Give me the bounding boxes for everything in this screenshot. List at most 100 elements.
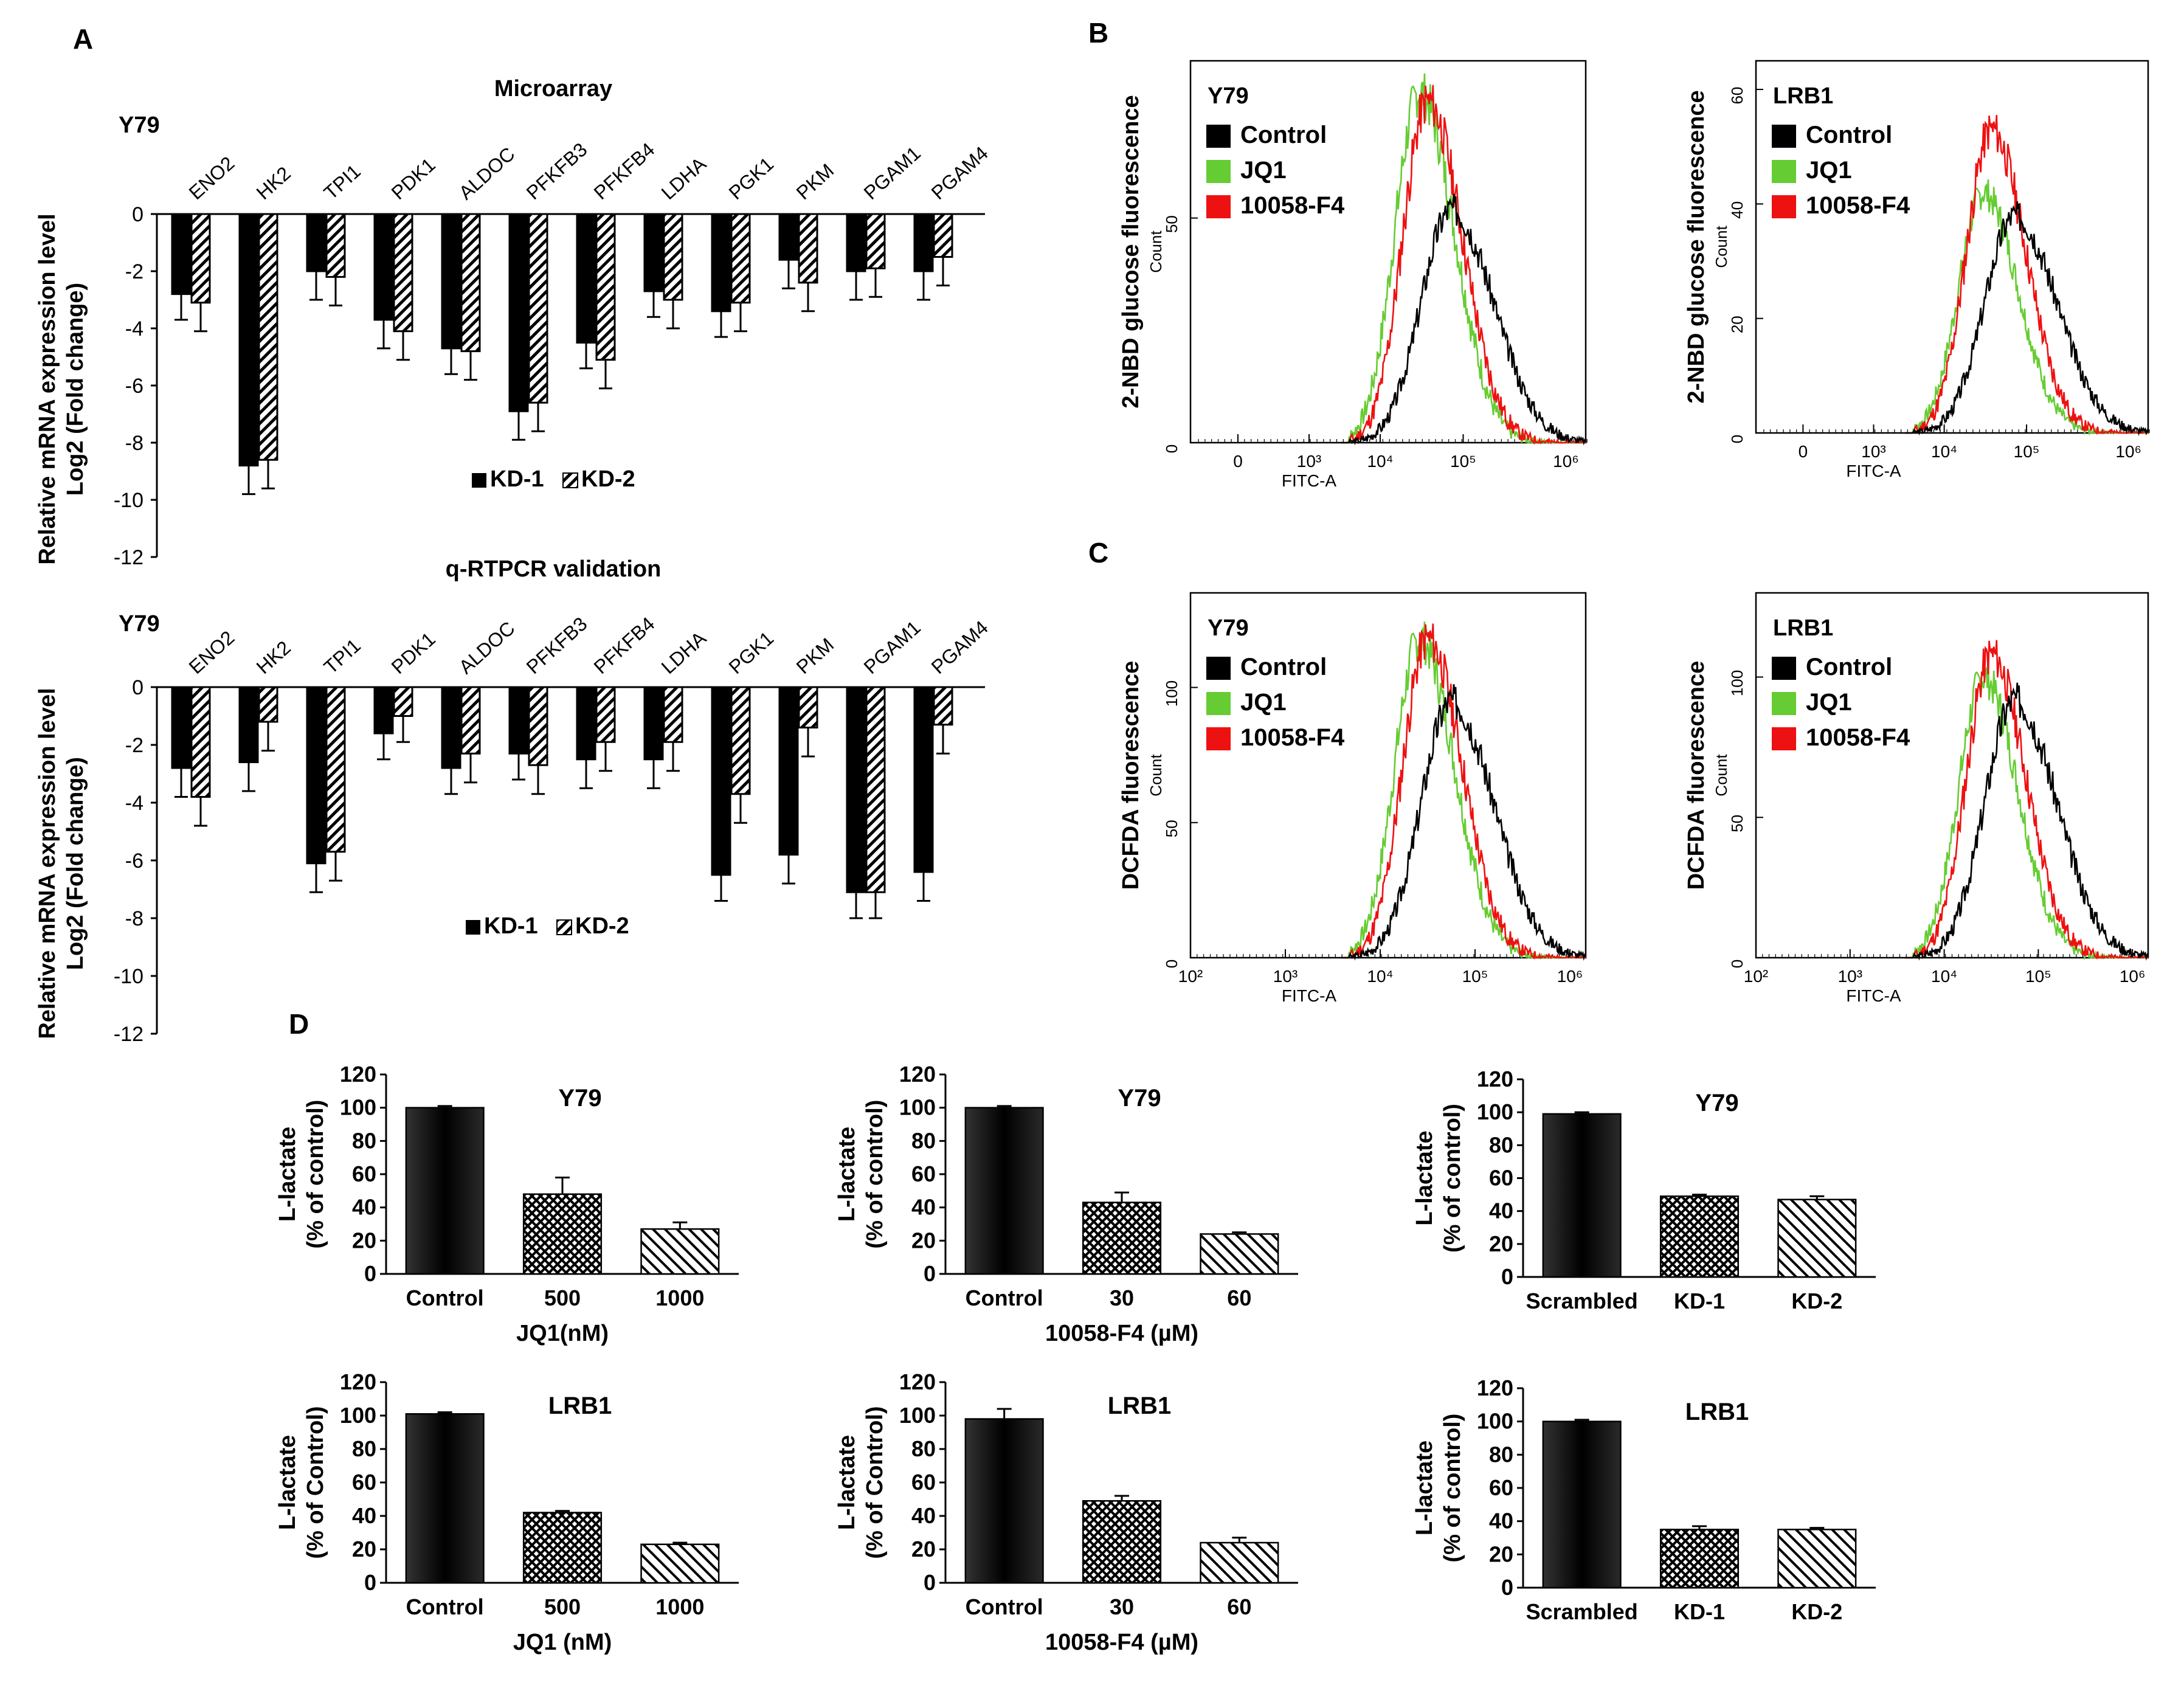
category-label: PFKFB4 [590,613,659,679]
y-tick-label: 100 [899,1403,936,1428]
bar-kd-2 [393,213,413,333]
legend-label: JQ1 [1240,689,1287,716]
category-label: TPI1 [320,634,365,678]
lactate-bar [964,1418,1044,1584]
bar-kd-1 [373,686,394,735]
legend-swatch-kd2 [562,472,578,488]
histogram-jq1 [1341,621,1586,960]
x-tick-label: 10³ [1273,967,1298,986]
bar-kd-2 [190,686,211,798]
category-label: PDK1 [387,154,440,204]
y-tick-label: 60 [1728,87,1746,105]
y-axis-label: DCFDA fluorescence [1118,661,1144,890]
y-tick-label: 0 [132,676,143,699]
y-tick-label: 40 [352,1503,376,1528]
y-tick-label: -2 [125,734,143,757]
y-axis-label: L-lactate [275,1435,300,1530]
y-axis-label-2: Log2 (Fold change) [63,283,88,496]
x-tick-label: 10⁴ [1367,967,1393,986]
lactate-bar [1200,1541,1279,1584]
category-label: LDHA [657,627,711,678]
x-axis-label: JQ1 (nM) [513,1630,612,1655]
bar-kd-2 [190,213,211,304]
x-tick-label: 10³ [1861,442,1885,461]
y-tick-label: 100 [899,1095,936,1120]
chart-D4: 0 20 40 60 80 100 120 LRB1 L-lactate (% of Contro… [275,1369,739,1655]
category-label: PKM [792,159,838,204]
category-label: 500 [544,1594,581,1619]
bar-kd-2 [325,213,346,278]
legend-label: Control [1806,654,1892,680]
y-axis-small-label: Count [1712,226,1730,268]
cell-line-label: Y79 [1208,83,1249,109]
bar-kd-1 [643,213,664,292]
y-tick-label: 20 [911,1537,936,1562]
lactate-bar [1082,1202,1162,1275]
bar-kd-2 [933,686,953,726]
x-axis-label: 10058-F4 (µM) [1045,1321,1198,1346]
bar-kd-1 [441,686,461,769]
y-tick-label: 120 [1477,1375,1513,1400]
lactate-bar [405,1107,485,1275]
y-tick-label: 0 [924,1261,936,1286]
y-tick-label: -8 [125,907,143,930]
y-tick-label: 80 [352,1436,376,1461]
bar-kd-2 [460,213,481,353]
x-tick-label: 10⁶ [2115,442,2141,461]
chart-title: LRB1 [1685,1399,1749,1425]
lactate-bar [1777,1529,1857,1589]
lactate-bar [1200,1233,1279,1275]
category-label: PFKFB3 [522,139,592,204]
y-tick-label: 100 [1477,1099,1513,1124]
histogram-f4 [1341,85,1586,445]
legend-label: Control [1240,654,1327,680]
panel-label-d: D [289,1008,309,1040]
panel-label-a: A [73,23,93,55]
chart-title: Y79 [1695,1090,1738,1116]
bar-kd-2 [528,686,548,766]
category-label: PGAM1 [860,142,925,204]
bar-kd-1 [508,213,529,412]
bar-kd-1 [778,213,799,261]
category-label: Control [966,1285,1043,1310]
category-label: Control [406,1594,484,1619]
x-tick-label: 10⁶ [1557,967,1583,986]
x-tick-label: 10³ [1297,452,1321,471]
lactate-bar [522,1512,603,1584]
bar-kd-2 [528,213,548,404]
chart-D5: 0 20 40 60 80 100 120 LRB1 L-lactate (% of Contro… [834,1369,1298,1655]
y-axis-label: L-lactate [834,1435,860,1530]
y-tick-label: 50 [1728,815,1746,832]
bar-kd-2 [595,213,616,361]
category-label: PKM [792,634,838,678]
y-tick-label: 40 [1489,1199,1513,1223]
y-axis-label-2: (% of control) [1440,1414,1465,1563]
bar-kd-1 [846,213,866,272]
legend-swatch [1206,657,1231,680]
bar-kd-2 [460,686,481,755]
y-tick-label: -4 [125,792,143,815]
y-tick-label: 50 [1163,215,1181,233]
x-axis-label: 10058-F4 (µM) [1045,1630,1198,1655]
legend-kd1: KD-1 [490,466,544,492]
legend-swatch [1206,125,1231,148]
category-label: 1000 [655,1285,704,1310]
bar-kd-1 [238,686,259,763]
category-label: PGAM4 [927,142,992,204]
x-tick-label: 10⁵ [2025,967,2051,986]
y-tick-label: 0 [1163,960,1181,968]
histogram-f4 [1341,623,1586,960]
y-axis-label-2: Log2 (Fold change) [63,757,88,970]
y-tick-label: 100 [1728,670,1746,696]
chart-title: Microarray [494,76,612,102]
cell-line-label: Y79 [119,611,160,637]
x-tick-label: 10⁶ [1553,452,1579,471]
chart-title: Y79 [1118,1085,1161,1112]
category-label: PFKFB3 [522,613,592,679]
y-tick-label: -4 [125,317,143,341]
y-tick-label: 0 [1728,960,1746,968]
x-tick-label: 10² [1178,967,1203,986]
y-tick-label: -6 [125,849,143,873]
